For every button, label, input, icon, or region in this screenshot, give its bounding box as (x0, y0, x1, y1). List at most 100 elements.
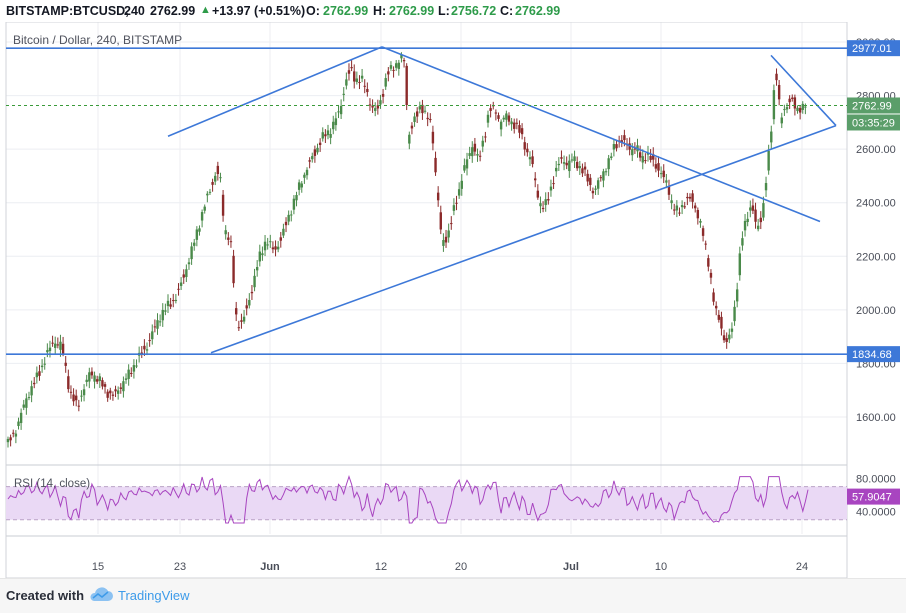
candle-body (759, 217, 762, 223)
candle-body (678, 212, 681, 214)
countdown-timer: 03:35:29 (852, 117, 895, 129)
high-value: 2762.99 (389, 4, 435, 18)
candle-body (46, 350, 49, 353)
candle-body (250, 291, 254, 294)
candle-body (261, 253, 264, 256)
candle-body (785, 107, 789, 110)
candle-body (589, 177, 592, 185)
candle-body (426, 117, 429, 120)
candle-body (387, 71, 390, 75)
candle-body (465, 159, 469, 169)
chart-area[interactable]: Bitcoin / Dollar, 240, BITSTAMP RSI (14,… (0, 21, 906, 579)
interval-label[interactable]: 240 (124, 4, 145, 18)
candle-body (568, 160, 571, 172)
candle-body (764, 183, 768, 191)
price-tag-current: 2762.99 (852, 100, 892, 112)
candle-body (345, 79, 348, 86)
candle-body (436, 192, 440, 201)
created-with-label: Created with (6, 588, 85, 603)
candle-body (295, 195, 298, 201)
candle-body (770, 131, 773, 143)
candle-body (691, 193, 694, 202)
candle-body (308, 160, 311, 162)
candle-body (35, 372, 39, 378)
candle-body (478, 155, 482, 157)
time-axis[interactable]: 15 23 Jun 12 20 Jul 10 24 (92, 561, 808, 573)
candle-body (780, 117, 783, 124)
candle-body (434, 157, 437, 173)
rsi-tick-label: 80.0000 (856, 473, 896, 485)
candle-body (515, 122, 519, 124)
candle-body (326, 130, 330, 136)
price-tick-label: 1600.00 (856, 412, 896, 424)
tradingview-link[interactable]: TradingView (118, 588, 190, 603)
candle-body (297, 182, 301, 190)
candle-body (743, 220, 747, 231)
candle-body (363, 85, 366, 87)
candle-body (552, 183, 555, 185)
candle-body (316, 147, 319, 153)
candle-body (101, 380, 104, 387)
candle-body (534, 178, 537, 181)
candle-body (67, 376, 70, 390)
rsi-pane[interactable] (6, 475, 847, 524)
candle-body (476, 154, 479, 156)
candle-body (596, 180, 600, 189)
candle-body (14, 433, 18, 437)
candle-body (497, 115, 500, 119)
candle-body (560, 157, 563, 159)
price-chart[interactable]: Bitcoin / Dollar, 240, BITSTAMP RSI (14,… (0, 21, 906, 579)
candle-body (303, 174, 306, 178)
candle-body (332, 121, 335, 130)
candle-body (756, 225, 760, 230)
rsi-line (7, 475, 809, 524)
candle-body (610, 156, 613, 158)
candle-body (507, 115, 511, 122)
price-tick-label: 2200.00 (856, 251, 896, 263)
candle-body (193, 242, 196, 246)
candle-body (670, 200, 673, 204)
candle-body (431, 131, 435, 144)
candle-body (688, 196, 692, 199)
candle-body (153, 326, 157, 328)
candle-body (195, 229, 199, 240)
candle-body (371, 105, 374, 108)
candle-body (602, 171, 605, 181)
price-tag-resistance: 2977.01 (852, 43, 892, 55)
candle-body (662, 170, 665, 178)
candle-body (631, 149, 634, 156)
candle-body (777, 84, 781, 100)
candle-body (59, 341, 62, 350)
candle-body (657, 163, 660, 171)
candle-body (513, 122, 516, 129)
rsi-label: RSI (14, close) (14, 478, 90, 490)
candle-body (80, 395, 83, 397)
candle-body (263, 241, 267, 251)
candle-body (25, 398, 28, 408)
candle-body (442, 240, 445, 246)
candle-body (767, 150, 770, 171)
ascending-trendline (210, 124, 837, 354)
candle-body (61, 343, 65, 354)
trendlines[interactable] (6, 46, 847, 355)
candle-body (389, 65, 393, 69)
candle-body (190, 246, 193, 260)
candle-body (421, 104, 424, 114)
candle-body (798, 108, 802, 113)
candle-body (471, 147, 474, 157)
candle-body (683, 206, 686, 208)
candle-body (547, 199, 550, 201)
candle-body (722, 335, 726, 341)
candle-body (510, 121, 513, 125)
symbol-label[interactable]: BITSTAMP:BTCUSD, (6, 4, 129, 18)
candle-body (234, 308, 238, 315)
candle-body (156, 320, 159, 329)
candle-body (447, 230, 450, 238)
candle-body (704, 243, 707, 245)
candle-body (19, 412, 23, 424)
price-change: +13.97 (+0.51%) (212, 4, 306, 18)
price-axis[interactable]: 1600.001800.002000.002200.002400.002600.… (847, 37, 900, 518)
candle-body (457, 189, 461, 196)
candle-body (74, 395, 78, 401)
candle-body (578, 166, 582, 169)
